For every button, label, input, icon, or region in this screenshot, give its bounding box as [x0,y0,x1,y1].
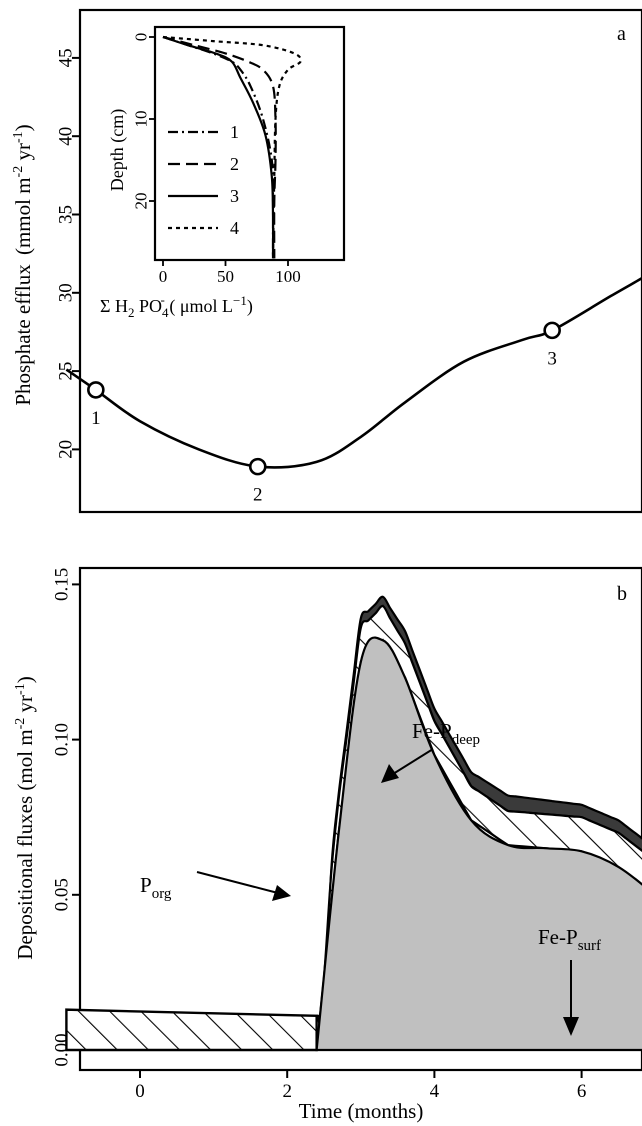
marker-1 [87,381,105,399]
inset-profiles [162,35,302,259]
fe-p-surf-label-sub: surf [578,938,601,954]
fe-p-surf-arrow-head [563,1017,579,1036]
panel-a-y-tick-label: 25 [56,362,77,381]
inset-x-tick-label: 100 [275,267,301,286]
marker-3 [543,321,561,340]
porg-label-sub: org [152,886,172,902]
panel-b-ylabel-mid: yr [13,695,37,718]
inset-xlabel-mid: PO [134,296,162,316]
inset-xlabel-sup: - [161,292,165,307]
panel-a-ylabel-close: ) [11,124,35,131]
panel-a-letter: a [617,23,626,45]
inset-legend-label-2: 2 [230,154,239,174]
panel-a-efflux-line [65,276,642,469]
porg-arrow-line [196,871,279,894]
inset-frame [153,25,346,262]
panel-a-y-tick-label: 35 [56,205,77,224]
inset-y-tick-label: 0 [132,33,151,42]
fe-p-deep-label-sub: deep [452,732,480,748]
fe-p-surf-label: Fe-Psurf [538,925,601,954]
panel-b-y-tick-label: 0.15 [52,568,73,601]
panel-a-ylabel-exp1: -2 [11,166,26,178]
panel-b-ylabel-close: ) [13,676,37,683]
inset-y-axis-label: Depth (cm) [107,109,128,191]
marker-label-1: 1 [91,408,101,429]
inset-legend-label-1: 1 [230,122,239,142]
panel-b-y-axis-label: Depositional fluxes (mol m-2 yr-1) [13,676,37,959]
panel-a: a 20253035404550 Phosphate efflux (mmol … [11,8,642,514]
panel-a-y-axis: 20253035404550 [56,48,80,459]
panel-b-y-tick-label: 0.05 [52,878,73,911]
inset-profile-3 [162,35,275,259]
panel-b-letter: b [617,583,627,605]
inset-xlabel-unit: ( μmol L [165,296,233,317]
panel-b-x-tick-label: 0 [135,1081,145,1102]
panel-b-x-tick-label: 6 [577,1081,587,1102]
panel-b-frame [78,566,642,1072]
inset-xlabel-unit-exp: −1 [233,293,247,308]
inset-y-tick-label: 20 [132,193,151,210]
panel-b-y-axis: 0.000.050.100.15 [52,568,80,1067]
marker-label-3: 3 [547,348,557,369]
inset-y-tick-label: 10 [132,111,151,128]
panel-b-x-tick-label: 2 [282,1081,292,1102]
inset-xlabel-prefix: Σ H [100,296,128,316]
panel-b-x-tick-label: 4 [430,1081,440,1102]
inset-legend-label-3: 3 [230,186,239,206]
inset-x-tick-label: 50 [217,267,234,286]
fe-p-deep-label: Fe-Pdeep [412,719,480,748]
panel-a-y-tick-label: 20 [56,440,77,459]
panel-b: b 0.000.050.100.15 024681012 Depositiona… [13,566,642,1123]
porg-label-main: P [140,873,152,897]
panel-a-y-axis-label: Phosphate efflux (mmol m-2 yr-1) [11,124,35,405]
inset-x-tick-label: 0 [159,267,168,286]
panel-b-ylabel-main: Depositional fluxes (mol m [13,729,37,959]
panel-a-frame [78,8,642,514]
porg-label: Porg [140,873,172,902]
panel-b-y-tick-label: 0.10 [52,723,73,756]
inset-axes: 0 50 100 0 10 20 [132,33,301,286]
panel-a-ylabel-main: Phosphate efflux [11,264,35,406]
fe-p-surf-label-main: Fe-P [538,925,578,949]
porg-area [315,636,642,1052]
fe-p-deep-arrow-head [381,764,399,783]
panel-b-x-axis: 024681012 [135,1070,587,1102]
panel-a-y-tick-label: 40 [56,127,77,146]
panel-a-markers: 12341 [87,321,561,506]
inset-profile-4 [162,35,302,259]
panel-a-ylabel-exp2: -1 [11,131,26,143]
fe-p-deep-label-main: Fe-P [412,719,452,743]
panel-a-ylabel-unit2: yr [11,143,35,166]
marker-label-2: 2 [253,485,263,506]
fe-p-deep-area [315,595,642,1027]
panel-a-y-tick-label: 30 [56,283,77,302]
panel-b-ylabel-exp1: -2 [13,718,28,730]
inset-legend-label-4: 4 [230,218,239,238]
marker-2 [248,457,267,476]
porg-arrow-head [272,885,291,901]
annotations: Porg Fe-Pdeep Fe-Psurf [140,719,601,1036]
inset-legend: 1 2 3 4 [168,122,239,238]
fe-p-deep-arrow-line [392,748,434,775]
inset-xlabel-sub2: 4 [162,305,169,320]
fe-p-surf-band [315,604,642,1051]
panel-b-ylabel-exp2: -1 [13,683,28,695]
panel-b-x-axis-label: Time (months) [299,1099,424,1123]
panel-a-y-tick-label: 45 [56,48,77,67]
inset-xlabel-close: ) [247,296,253,317]
inset-profile-2 [162,35,277,259]
panel-a-ylabel-unit: (mmol m [11,177,35,255]
inset-x-axis-label: Σ H2 PO4- ( μmol L−1) [100,292,253,320]
inset-xlabel-sub1: 2 [128,305,135,320]
